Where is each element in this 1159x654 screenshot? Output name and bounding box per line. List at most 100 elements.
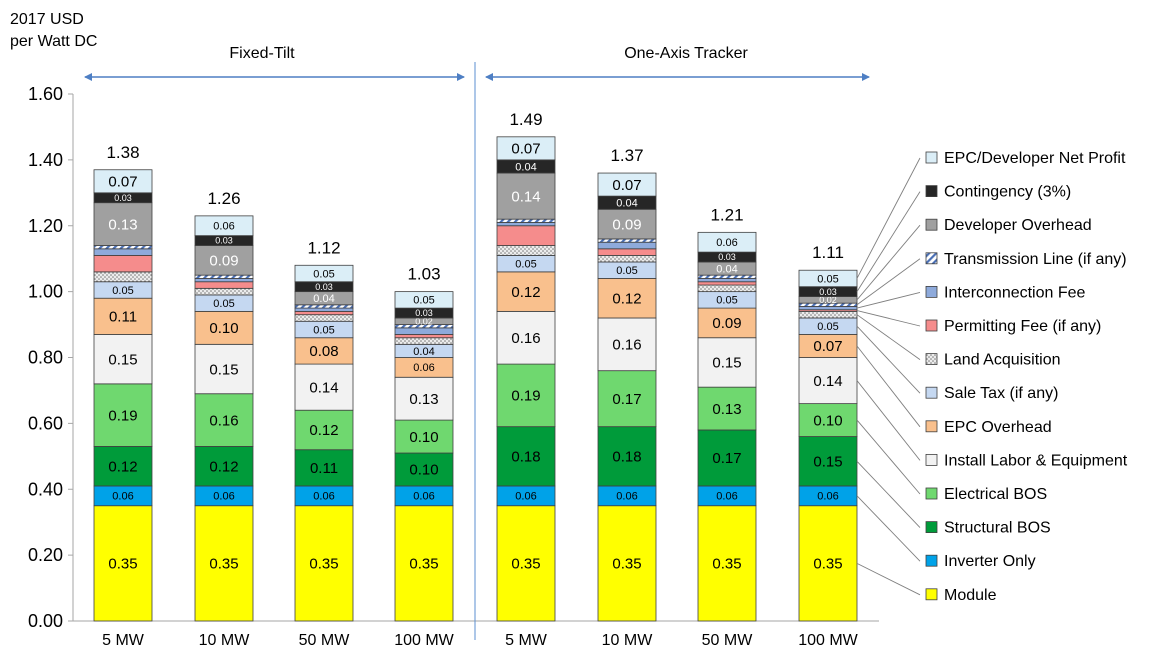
data-label: 0.04 xyxy=(616,198,637,210)
legend-leader-line xyxy=(856,157,921,279)
data-label: 0.15 xyxy=(813,454,842,471)
total-label: 1.26 xyxy=(207,189,240,208)
bar-segment xyxy=(798,310,858,319)
bar-segment xyxy=(294,449,354,487)
data-label: 0.05 xyxy=(817,273,838,285)
data-label: 0.06 xyxy=(817,491,838,503)
bar-segment xyxy=(194,393,254,447)
x-tick-label: 5 MW xyxy=(505,632,548,649)
legend-label: Sale Tax (if any) xyxy=(944,385,1058,402)
bar-segment xyxy=(394,291,454,309)
bar-segment xyxy=(294,310,354,316)
data-label: 0.10 xyxy=(409,462,438,479)
legend-label: Inverter Only xyxy=(944,553,1036,570)
y-tick-label: 1.20 xyxy=(28,216,63,236)
legend-label: Land Acquisition xyxy=(944,352,1061,369)
bar-segment xyxy=(697,307,757,339)
group-headers: Fixed-Tilt One-Axis Tracker xyxy=(84,45,870,81)
bar-segment xyxy=(394,334,454,339)
bar-segment xyxy=(597,241,657,250)
data-label: 0.18 xyxy=(612,449,641,466)
y-axis: 0.00 0.20 0.40 0.60 0.80 1.00 1.20 1.40 1.60 xyxy=(28,84,74,631)
data-label: 0.03 xyxy=(114,193,132,203)
legend-swatch xyxy=(925,453,938,466)
legend-leader-line xyxy=(856,310,921,327)
bar-segment xyxy=(194,278,254,283)
data-label: 0.06 xyxy=(213,491,234,503)
data-label: 0.05 xyxy=(313,324,334,336)
legend-label: Developer Overhead xyxy=(944,217,1092,234)
bar-segment xyxy=(798,306,858,311)
bar-segment xyxy=(93,297,153,335)
legend-label: Transmission Line (if any) xyxy=(944,251,1127,268)
data-label: 0.06 xyxy=(515,491,536,503)
legend-swatch xyxy=(925,319,938,332)
data-label: 0.12 xyxy=(309,422,338,439)
bar-segment xyxy=(496,426,556,487)
bar-segment xyxy=(194,287,254,296)
data-label: 0.06 xyxy=(716,491,737,503)
data-label: 0.05 xyxy=(112,285,133,297)
data-label: 0.06 xyxy=(213,221,234,233)
bar-segment xyxy=(597,172,657,197)
y-axis-title: 2017 USD per Watt DC xyxy=(10,11,97,50)
data-label: 0.16 xyxy=(209,412,238,429)
legend-swatch xyxy=(925,554,938,567)
y-tick-label: 0.00 xyxy=(28,611,63,631)
bar-segment xyxy=(194,446,254,487)
legend-swatch xyxy=(925,151,938,164)
legend-swatch xyxy=(925,588,938,601)
legend-leader-line xyxy=(856,419,921,495)
data-label: 0.09 xyxy=(712,315,741,332)
data-label: 0.04 xyxy=(313,293,334,305)
legend-leader-line xyxy=(856,314,921,360)
legend-leader-line xyxy=(856,325,921,394)
x-tick-label: 50 MW xyxy=(702,632,754,649)
legend: EPC/Developer Net Profit Contingency (3%)… xyxy=(856,150,1128,604)
bar-segment xyxy=(496,225,556,246)
data-label: 0.10 xyxy=(813,412,842,429)
data-label: 0.14 xyxy=(813,373,842,390)
data-label: 0.04 xyxy=(716,263,737,275)
legend-swatch xyxy=(925,285,938,298)
data-label: 0.08 xyxy=(309,343,338,360)
legend-label: Electrical BOS xyxy=(944,486,1047,503)
data-label: 0.11 xyxy=(310,460,338,477)
legend-swatch xyxy=(925,353,938,366)
data-label: 0.11 xyxy=(109,309,137,326)
data-label: 0.12 xyxy=(612,290,641,307)
data-label: 0.15 xyxy=(108,351,137,368)
bar-segment xyxy=(93,248,153,256)
total-label: 1.03 xyxy=(407,265,440,284)
total-label: 1.37 xyxy=(610,146,643,165)
data-label: 0.02 xyxy=(819,295,837,305)
bar-segment xyxy=(597,254,657,263)
bar-segment xyxy=(93,334,153,385)
total-label: 1.21 xyxy=(710,205,743,224)
legend-swatch xyxy=(925,487,938,500)
y-tick-label: 1.40 xyxy=(28,150,63,170)
data-label: 0.19 xyxy=(511,388,540,405)
legend-label: EPC Overhead xyxy=(944,419,1052,436)
data-label: 0.13 xyxy=(409,391,438,408)
bar-segment xyxy=(93,169,153,194)
bar-segment xyxy=(597,317,657,372)
bar-segment xyxy=(93,271,153,283)
bar-segment xyxy=(496,222,556,227)
data-label: 0.15 xyxy=(209,361,238,378)
data-label: 0.35 xyxy=(309,556,338,573)
bar-segment xyxy=(496,136,556,161)
legend-label: Contingency (3%) xyxy=(944,184,1071,201)
data-label: 0.13 xyxy=(712,401,741,418)
bar-segment xyxy=(697,274,757,279)
bar-segment xyxy=(697,337,757,388)
data-label: 0.35 xyxy=(108,556,137,573)
bar-segment xyxy=(394,327,454,335)
y-tick-label: 1.00 xyxy=(28,282,63,302)
legend-label: Interconnection Fee xyxy=(944,284,1086,301)
y-tick-label: 0.60 xyxy=(28,413,63,433)
y-tick-label: 1.60 xyxy=(28,84,63,104)
x-tick-label: 50 MW xyxy=(299,632,351,649)
data-label: 0.06 xyxy=(616,491,637,503)
data-label: 0.05 xyxy=(817,321,838,333)
